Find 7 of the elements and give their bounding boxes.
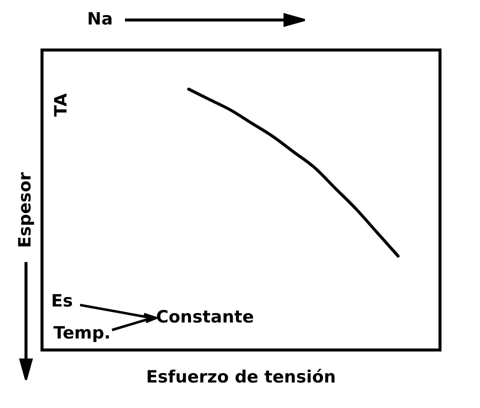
- annotation: Es: [51, 291, 73, 312]
- annotation: Temp.: [53, 323, 111, 344]
- text: Na: [87, 9, 113, 30]
- annotation: Constante: [156, 307, 254, 328]
- x-axis-title: Esfuerzo de tensión: [146, 367, 336, 388]
- y-axis-title: Espesor: [15, 172, 36, 248]
- annotation: TA: [51, 92, 72, 117]
